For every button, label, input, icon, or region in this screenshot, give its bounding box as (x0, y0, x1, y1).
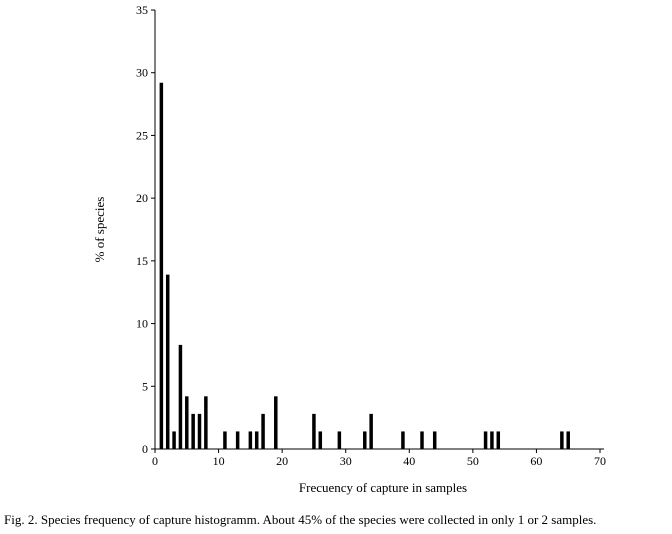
histogram-bar (490, 431, 494, 449)
histogram-bar (496, 431, 501, 449)
x-tick-label: 30 (340, 454, 352, 468)
histogram-bar (312, 413, 316, 449)
histogram-bar (560, 431, 564, 449)
histogram-bar (191, 413, 195, 449)
histogram-bar (178, 344, 183, 449)
histogram-bar (204, 396, 208, 449)
histogram-bar (274, 396, 278, 449)
histogram-bar (337, 431, 342, 449)
histogram-bar (197, 413, 202, 449)
x-tick-label: 60 (530, 454, 542, 468)
histogram-bar (369, 413, 373, 449)
x-axis-ticks: 0 10 20 30 40 50 60 70 (152, 449, 606, 468)
y-axis-ticks: 0 5 10 15 20 25 30 35 (136, 3, 155, 456)
x-tick-label: 0 (152, 454, 158, 468)
y-tick-label: 10 (136, 317, 148, 331)
x-tick-label: 50 (467, 454, 479, 468)
x-tick-label: 10 (213, 454, 225, 468)
histogram-bar (159, 82, 164, 450)
y-tick-label: 30 (136, 66, 148, 80)
histogram-bar (165, 274, 170, 449)
histogram-bar (318, 431, 323, 449)
histogram-bar (401, 431, 405, 449)
histogram-bar (248, 431, 253, 449)
y-tick-label: 0 (142, 442, 148, 456)
x-axis-title: Frecuency of capture in samples (299, 480, 467, 495)
figure-caption: Fig. 2. Species frequency of capture his… (4, 512, 597, 527)
histogram-bar (432, 431, 437, 449)
x-tick-label: 20 (276, 454, 288, 468)
histogram-bar (566, 431, 570, 449)
y-tick-label: 15 (136, 254, 148, 268)
histogram-bar (483, 431, 488, 449)
histogram-bar (420, 431, 424, 449)
histogram-bar (261, 413, 265, 449)
x-tick-label: 40 (403, 454, 415, 468)
histogram-bar (172, 431, 176, 449)
histogram-bar (254, 431, 259, 449)
y-tick-label: 20 (136, 191, 148, 205)
y-tick-label: 25 (136, 128, 148, 142)
y-axis-title: % of species (92, 197, 107, 263)
histogram-bar (185, 396, 189, 449)
bars-group (159, 82, 570, 450)
x-tick-label: 70 (594, 454, 606, 468)
histogram-bar (223, 431, 227, 449)
y-tick-label: 35 (136, 3, 148, 17)
histogram-bar (363, 431, 367, 449)
histogram-bar (235, 431, 240, 449)
y-tick-label: 5 (142, 379, 148, 393)
